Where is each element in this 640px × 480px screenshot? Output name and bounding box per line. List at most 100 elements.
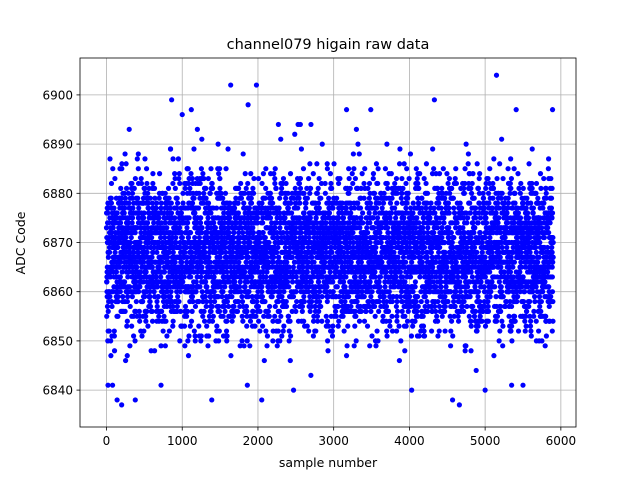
data-point bbox=[399, 308, 405, 314]
data-point bbox=[318, 195, 324, 201]
data-point bbox=[187, 269, 193, 275]
data-point bbox=[193, 289, 199, 295]
data-point bbox=[104, 303, 111, 310]
data-point bbox=[387, 323, 393, 329]
data-point bbox=[188, 171, 194, 177]
data-point bbox=[465, 215, 471, 221]
data-point bbox=[436, 220, 442, 226]
data-point bbox=[188, 318, 195, 324]
data-point bbox=[335, 323, 341, 329]
data-point bbox=[129, 180, 135, 187]
data-point bbox=[356, 151, 362, 157]
data-point bbox=[220, 195, 226, 201]
data-point bbox=[191, 328, 197, 334]
data-point bbox=[295, 205, 301, 211]
data-point bbox=[442, 294, 448, 300]
data-point bbox=[319, 141, 325, 147]
data-point bbox=[286, 284, 292, 290]
data-point bbox=[329, 185, 335, 191]
data-point bbox=[466, 313, 472, 319]
data-point bbox=[427, 215, 433, 221]
data-point bbox=[220, 289, 226, 295]
data-point bbox=[409, 259, 415, 265]
data-point bbox=[279, 294, 285, 300]
data-point bbox=[222, 205, 228, 211]
data-point bbox=[182, 185, 188, 191]
data-point bbox=[353, 313, 359, 319]
data-point bbox=[120, 294, 126, 300]
data-point bbox=[454, 220, 460, 226]
data-point bbox=[124, 318, 130, 324]
data-point bbox=[442, 308, 448, 314]
data-point bbox=[375, 166, 381, 172]
data-point bbox=[208, 298, 214, 305]
data-point bbox=[254, 215, 261, 221]
data-point bbox=[198, 259, 204, 265]
data-point bbox=[375, 180, 381, 187]
data-point bbox=[129, 195, 135, 201]
data-point bbox=[203, 303, 209, 310]
data-point bbox=[364, 225, 370, 231]
data-point bbox=[132, 338, 138, 344]
data-point bbox=[462, 166, 468, 172]
data-point bbox=[416, 220, 422, 226]
data-point bbox=[441, 220, 447, 226]
data-point bbox=[144, 308, 150, 314]
data-point bbox=[156, 195, 162, 201]
data-point bbox=[192, 338, 198, 344]
data-point bbox=[423, 161, 430, 167]
data-point bbox=[184, 308, 191, 314]
data-point bbox=[393, 274, 399, 280]
data-point bbox=[134, 156, 140, 162]
data-point bbox=[250, 230, 257, 236]
data-point bbox=[438, 205, 444, 211]
data-point bbox=[247, 239, 253, 246]
data-point bbox=[228, 289, 234, 295]
data-point bbox=[245, 180, 251, 187]
data-point bbox=[138, 180, 145, 187]
data-point bbox=[455, 274, 461, 280]
data-point bbox=[184, 225, 190, 231]
data-point bbox=[300, 166, 307, 172]
data-point bbox=[423, 205, 429, 211]
data-point bbox=[141, 215, 147, 221]
data-point bbox=[398, 338, 404, 344]
data-point bbox=[354, 298, 360, 305]
data-point bbox=[416, 333, 422, 339]
data-point bbox=[460, 225, 466, 231]
data-point bbox=[428, 328, 435, 334]
data-point bbox=[224, 264, 230, 270]
data-point bbox=[336, 180, 342, 187]
data-point bbox=[359, 171, 365, 177]
data-point bbox=[129, 220, 135, 226]
data-point bbox=[393, 215, 399, 221]
data-point bbox=[373, 244, 379, 251]
data-point bbox=[110, 225, 116, 231]
data-point bbox=[141, 210, 147, 216]
data-point bbox=[255, 175, 262, 182]
data-point bbox=[123, 234, 129, 241]
data-point bbox=[208, 225, 214, 231]
data-point bbox=[344, 343, 350, 349]
data-point bbox=[200, 269, 206, 275]
data-point bbox=[176, 298, 182, 305]
data-point bbox=[141, 259, 147, 265]
data-point bbox=[137, 284, 143, 290]
data-point bbox=[476, 175, 482, 182]
data-point bbox=[199, 264, 205, 270]
data-point bbox=[293, 289, 299, 295]
data-point bbox=[402, 279, 408, 285]
data-point bbox=[446, 210, 452, 216]
data-point bbox=[459, 303, 466, 310]
data-point bbox=[455, 318, 462, 324]
data-point bbox=[380, 200, 387, 206]
data-point bbox=[418, 298, 424, 305]
data-point bbox=[124, 353, 130, 359]
data-point bbox=[410, 289, 416, 295]
data-point bbox=[331, 161, 337, 167]
data-point bbox=[442, 303, 448, 310]
data-point bbox=[478, 279, 484, 285]
data-point bbox=[248, 195, 254, 201]
data-point bbox=[472, 215, 479, 221]
